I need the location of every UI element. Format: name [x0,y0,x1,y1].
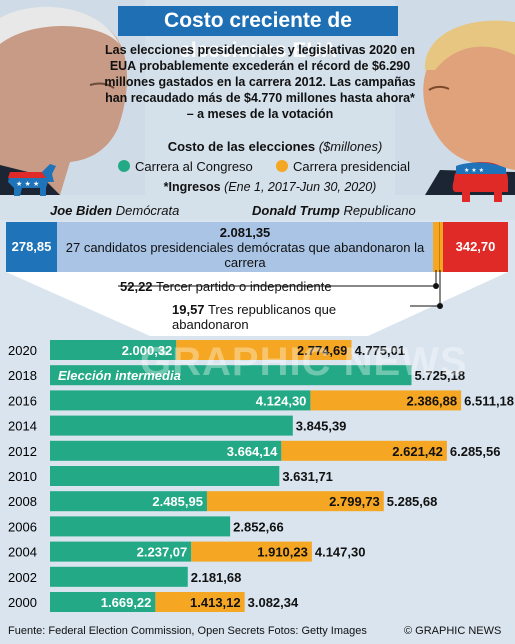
presidential-swatch [276,160,288,172]
presidential-value-label: 2.799,73 [329,494,380,509]
footnote: *Ingresos (Ene 1, 2017-Jun 30, 2020) [130,180,410,194]
year-label: 2002 [8,570,37,585]
watermark: GRAPHIC NEWS [140,340,468,384]
donkey-icon: ★ ★ ★ [8,164,56,196]
congress-bar [50,491,207,512]
rep-dropouts-callout: 19,57 Tres republicanos que abandonaron [172,302,412,332]
presidential-value-label: 2.621,42 [392,444,443,459]
congress-bar [50,440,282,461]
total-value-label: 6.285,56 [450,444,501,459]
legend-congress-label: Carrera al Congreso [135,159,253,174]
presidential-bar [310,390,462,411]
presidential-bar [206,491,384,512]
third-party-text: Tercer partido o independiente [155,279,332,294]
congress-bar [50,566,188,587]
credit-note: © GRAPHIC NEWS [404,625,502,637]
third-party-segment [433,222,439,272]
legend-title-text: Costo de las elecciones [167,139,316,154]
congress-value-label: 2.237,07 [137,545,188,560]
intro-text: Las elecciones presidenciales y legislat… [104,43,416,121]
rep-dropouts-value: 19,57 [172,302,205,317]
breakdown-funnel [6,270,508,336]
congress-value-label: 4.124,30 [256,393,307,408]
congress-bar [50,340,177,360]
biden-label: Joe Biden Demócrata [50,203,179,218]
chart-title: Costo creciente de elecciones EUA [118,6,398,62]
congress-swatch [118,160,130,172]
congress-bar [50,466,280,486]
legend-presidential-label: Carrera presidencial [293,159,411,174]
congress-value-label: 3.664,14 [227,444,278,459]
congress-value-label: 1.669,22 [101,595,152,610]
legend-congress: Carrera al Congreso [118,159,253,174]
third-party-value: 52,22 [120,279,153,294]
biden-segment: 278,85 [6,222,57,272]
congress-bar [50,516,231,537]
presidential-breakdown-bar: 278,85 2.081,35 27 candidatos presidenci… [6,222,508,272]
midterm-annotation: Elección intermedia [58,368,181,383]
rep-dropouts-text: Tres republicanos que abandonaron [172,302,337,332]
trump-segment: 342,70 [443,222,508,272]
legend-presidential: Carrera presidencial [276,159,410,174]
elephant-icon: ★ ★ ★ [452,162,508,202]
total-value-label: 3.631,71 [282,469,333,484]
congress-bar [50,541,192,562]
congress-bar [50,592,156,612]
total-value-label: 4.775,01 [355,343,406,358]
trump-party: Republicano [343,203,416,218]
presidential-value-label: 1.413,12 [190,595,241,610]
year-label: 2008 [8,494,37,509]
congress-value-label: 2.000,32 [122,343,173,358]
presidential-bar [191,541,312,562]
total-value-label: 3.082,34 [248,595,299,610]
trump-name: Donald Trump [252,203,340,218]
presidential-value-label: 1.910,23 [257,545,308,560]
cost-chart: 2020 2.000,32 2.774,69 4.775,01 2018 5.725,18… [8,340,514,612]
congress-bar [50,390,311,411]
presidential-bar [176,340,352,360]
total-value-label: 2.181,68 [191,570,242,585]
legend-title: Costo de las elecciones ($millones) [145,139,405,154]
total-value-label: 5.285,68 [387,494,438,509]
presidential-bar [281,440,447,461]
total-value-label: 6.511,18 [464,393,514,408]
total-value-label: 3.845,39 [296,419,347,434]
dem-dropouts-value: 2.081,35 [219,225,271,240]
trump-photo [395,0,515,195]
dem-dropouts-segment: 2.081,35 27 candidatos presidenciales de… [57,222,433,272]
dem-dropouts-text: 27 candidatos presidenciales demócratas … [65,240,425,270]
footnote-label: *Ingresos [163,180,221,194]
total-value-label: 2.852,66 [233,519,284,534]
presidential-value-label: 2.774,69 [297,343,348,358]
congress-bar [50,365,412,386]
legend-unit: ($millones) [318,139,383,154]
congress-value-label: 2.485,95 [152,494,203,509]
year-label: 2000 [8,595,37,610]
year-label: 2020 [8,343,37,358]
presidential-bar [155,592,245,612]
trump-label: Donald Trump Republicano [252,203,416,218]
footnote-range: (Ene 1, 2017-Jun 30, 2020) [224,180,377,194]
year-label: 2004 [8,545,37,560]
year-label: 2016 [8,393,37,408]
rep-dropouts-segment [439,222,444,272]
year-label: 2012 [8,444,37,459]
biden-party: Demócrata [115,203,180,218]
total-value-label: 4.147,30 [315,545,366,560]
source-note: Fuente: Federal Election Commission, Ope… [8,625,367,637]
svg-text:★ ★ ★: ★ ★ ★ [464,167,484,174]
congress-bar [50,415,293,436]
year-label: 2014 [8,419,37,434]
third-party-callout: 52,22 Tercer partido o independiente [120,279,332,294]
year-label: 2010 [8,469,37,484]
total-value-label: 5.725,18 [415,368,466,383]
year-label: 2018 [8,368,37,383]
biden-name: Joe Biden [50,203,113,218]
year-label: 2006 [8,519,37,534]
presidential-value-label: 2.386,88 [407,393,458,408]
svg-text:★ ★ ★: ★ ★ ★ [16,180,39,188]
